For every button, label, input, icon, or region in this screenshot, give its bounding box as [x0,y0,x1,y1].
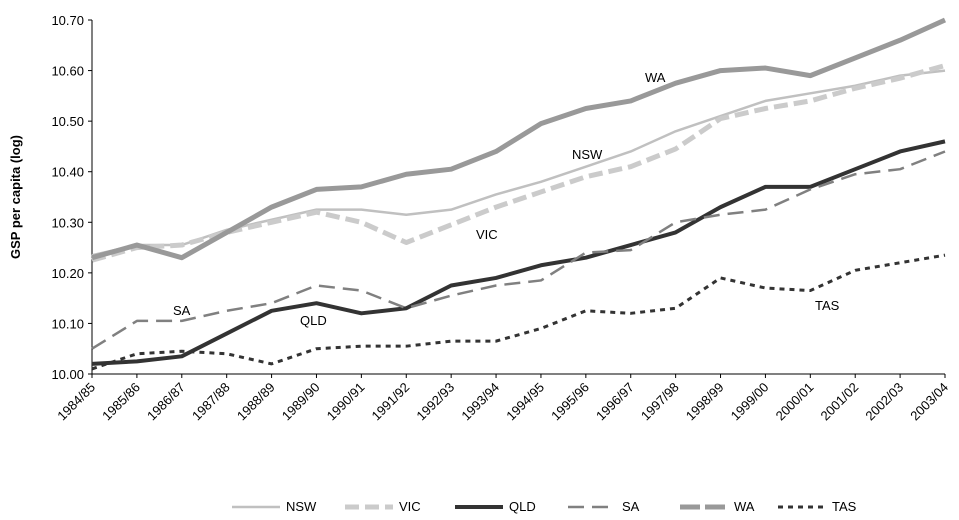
legend-label: TAS [832,499,857,514]
y-tick-label: 10.30 [51,215,84,230]
x-tick-label: 1991/92 [369,380,413,424]
series-line [91,150,946,350]
x-tick-label: 2001/02 [817,380,861,424]
x-tick-label: 2000/01 [773,380,817,424]
y-axis-label: GSP per capita (log) [8,135,23,259]
legend-label: WA [734,499,755,514]
x-tick-label: 1995/96 [548,380,592,424]
x-tick-label: 1993/94 [458,380,502,424]
legend-label: VIC [399,499,421,514]
x-tick-label: 1996/97 [593,380,637,424]
legend-label: SA [622,499,640,514]
x-tick-label: 1986/87 [144,380,188,424]
y-tick-label: 10.60 [51,64,84,79]
x-tick-label: 1985/86 [99,380,143,424]
x-tick-label: 2003/04 [907,380,951,424]
y-tick-label: 10.50 [51,114,84,129]
x-tick-label: 1994/95 [503,380,547,424]
y-tick-label: 10.00 [51,367,84,382]
y-tick-label: 10.70 [51,13,84,28]
x-tick-label: 2002/03 [862,380,906,424]
series-line [91,253,946,371]
legend-label: QLD [509,499,536,514]
series-line [91,17,947,261]
x-tick-label: 1990/91 [324,380,368,424]
x-tick-label: 1999/00 [728,380,772,424]
y-tick-label: 10.20 [51,266,84,281]
x-tick-label: 1997/98 [638,380,682,424]
x-tick-label: 1984/85 [54,380,98,424]
annotation: NSW [572,147,603,162]
x-tick-label: 1988/89 [234,380,278,424]
x-tick-label: 1987/88 [189,380,233,424]
x-tick-label: 1998/99 [683,380,727,424]
x-tick-label: 1989/90 [279,380,323,424]
y-tick-label: 10.40 [51,165,84,180]
annotation: SA [173,303,191,318]
legend-label: NSW [286,499,317,514]
annotation: WA [645,70,666,85]
x-tick-label: 1992/93 [413,380,457,424]
series-line [91,139,946,366]
annotation: TAS [815,298,840,313]
annotation: QLD [300,313,327,328]
y-tick-label: 10.10 [51,316,84,331]
annotation: VIC [476,227,498,242]
